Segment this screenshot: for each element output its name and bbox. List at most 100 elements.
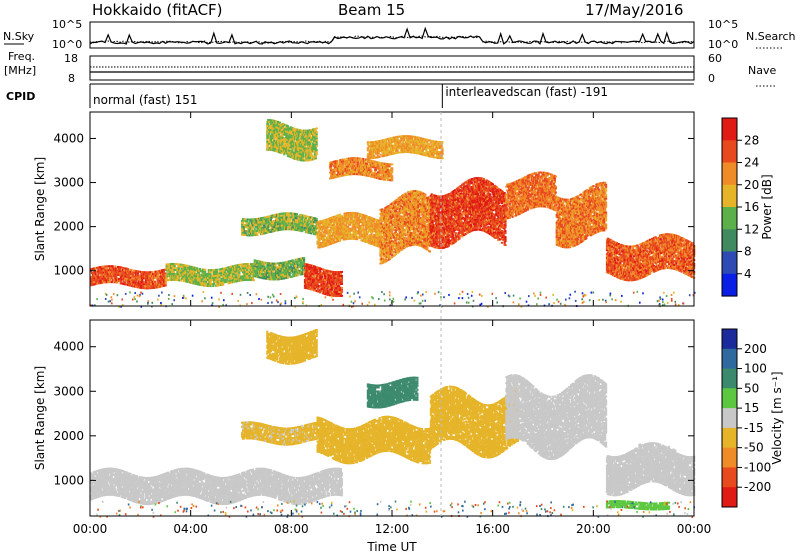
power-echo-cell <box>182 278 185 280</box>
power-echo-cell <box>319 226 322 229</box>
power-echo-cell <box>132 271 135 274</box>
power-echo-cell <box>141 283 144 285</box>
power-echo-cell <box>258 264 261 267</box>
power-echo-cell <box>268 215 272 218</box>
power-echo-cell <box>203 276 206 279</box>
power-echo-cell <box>295 223 298 226</box>
power-echo-cell <box>332 294 335 297</box>
power-echo-cell <box>335 295 338 297</box>
power-echo-cell <box>166 275 169 278</box>
power-echo-cell <box>313 217 316 220</box>
power-echo-cell <box>347 218 350 220</box>
power-echo-cell <box>323 229 326 232</box>
power-echo-cell <box>291 269 294 272</box>
power-echo-cell <box>108 269 112 272</box>
power-echo-cell <box>187 265 190 268</box>
power-echo-cell <box>299 227 302 230</box>
power-echo-cell <box>205 280 208 283</box>
power-echo-cell <box>168 267 171 270</box>
noise-left-tick-bottom: 10^0 <box>52 38 82 51</box>
power-echo-cell <box>345 230 348 233</box>
power-echo-cell <box>260 269 263 271</box>
power-echo-cell <box>167 263 170 266</box>
power-echo-cell <box>316 288 319 291</box>
power-echo-cell <box>96 282 99 285</box>
power-echo-cell <box>365 238 368 241</box>
power-echo-cell <box>251 224 254 227</box>
power-echo-cell <box>356 214 359 217</box>
power-echo-cell <box>97 270 100 273</box>
power-echo-cell <box>102 281 105 284</box>
power-echo-cell <box>263 261 266 264</box>
power-echo-cell <box>320 267 323 270</box>
power-echo-cell <box>204 270 207 273</box>
power-echo-cell <box>246 220 249 223</box>
power-echo-cell <box>336 289 339 292</box>
power-echo-cell <box>238 265 241 268</box>
power-echo-cell <box>169 277 172 279</box>
power-echo-cell <box>203 280 206 283</box>
power-echo-cell <box>142 285 145 288</box>
power-echo-cell <box>326 287 329 290</box>
power-echo-cell <box>164 272 167 275</box>
power-echo-cell <box>426 246 429 249</box>
power-echo-cell <box>218 276 221 279</box>
power-echo-cell <box>113 279 116 282</box>
power-echo-cell <box>248 222 251 225</box>
freq-tick-bottom: 8 <box>68 72 75 85</box>
power-echo-cell <box>330 288 334 291</box>
power-echo-cell <box>146 279 149 282</box>
power-echo-cell <box>272 272 275 275</box>
power-echo-cell <box>192 272 195 275</box>
power-echo-cell <box>266 266 269 268</box>
nave-tick-top: 60 <box>708 52 722 65</box>
power-echo-cell <box>212 285 215 287</box>
power-echo-cell <box>164 282 167 285</box>
power-echo-cell <box>154 270 157 273</box>
power-echo-cell <box>284 275 287 278</box>
power-echo-cell <box>228 268 231 271</box>
power-echo-cell <box>97 278 100 281</box>
power-echo-cell <box>209 275 212 278</box>
power-echo-cell <box>288 220 291 223</box>
power-echo-cell <box>322 282 325 285</box>
power-echo-cell <box>329 294 332 297</box>
power-echo-cell <box>339 291 342 293</box>
power-echo-cell <box>173 273 176 275</box>
power-echo-cell <box>284 261 287 264</box>
power-echo-cell <box>301 222 304 225</box>
power-echo-cell <box>340 215 343 218</box>
power-echo-cell <box>330 236 334 239</box>
power-echo-cell <box>285 214 289 217</box>
power-echo-cell <box>113 281 116 284</box>
power-echo-cell <box>330 238 334 241</box>
power-echo-cell <box>334 215 337 218</box>
power-echo-cell <box>359 237 362 240</box>
power-echo-cell <box>248 272 251 275</box>
power-echo-cell <box>311 288 314 291</box>
power-echo-cell <box>94 269 97 272</box>
power-echo-cell <box>340 294 343 297</box>
power-echo-cell <box>113 269 116 272</box>
power-echo-cell <box>167 279 170 282</box>
power-echo-cell <box>250 271 254 274</box>
power-echo-cell <box>278 224 281 227</box>
power-echo-cell <box>347 237 350 240</box>
power-echo-cell <box>301 218 304 221</box>
power-echo-cell <box>247 226 250 229</box>
power-echo-cell <box>162 272 165 275</box>
power-echo-cell <box>286 276 289 279</box>
power-echo-cell <box>243 218 246 221</box>
freq-label-line1: Freq. <box>8 50 35 63</box>
power-echo-cell <box>94 273 97 276</box>
power-echo-cell <box>113 273 116 276</box>
power-echo-cell <box>198 268 201 270</box>
power-echo-cell <box>315 231 318 234</box>
noise-right-tick-top: 10^5 <box>708 18 738 31</box>
power-echo-cell <box>339 239 342 242</box>
noise-panel-frame <box>89 21 695 49</box>
power-echo-cell <box>319 285 322 288</box>
power-echo-cell <box>133 275 136 278</box>
power-echo-cell <box>326 228 329 231</box>
power-echo-cell <box>267 231 270 234</box>
